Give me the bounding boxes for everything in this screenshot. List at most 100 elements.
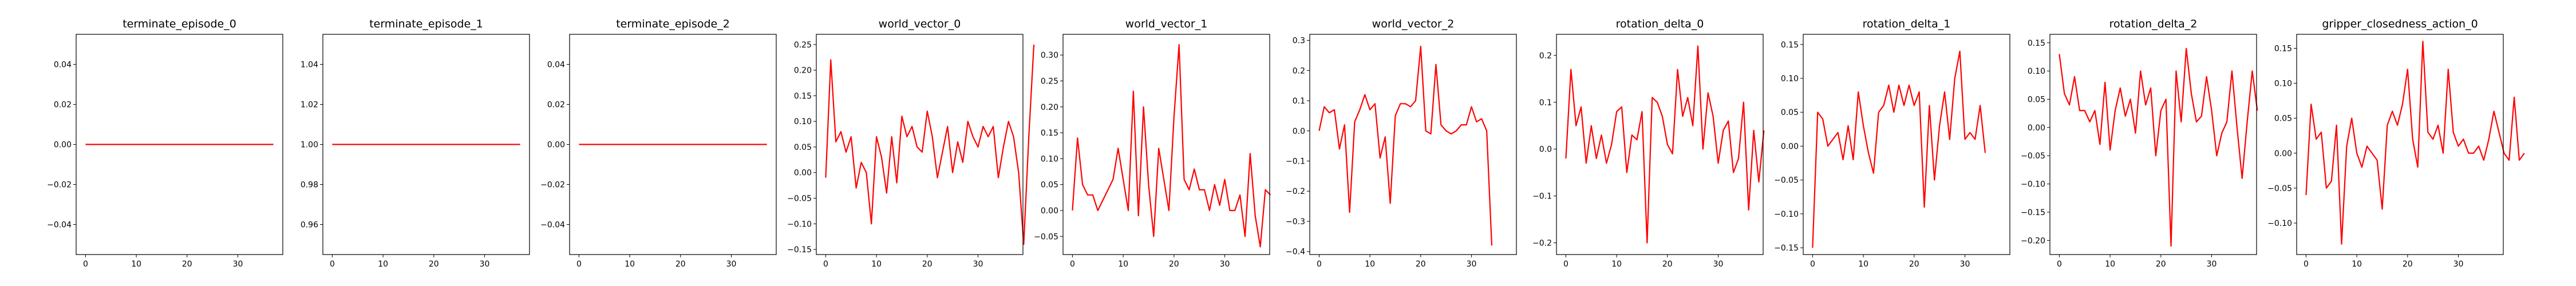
y-tick-label: 0.15 xyxy=(1781,41,1799,50)
y-tick-label: 0.15 xyxy=(1041,129,1058,138)
series-line xyxy=(825,44,1035,245)
y-tick-label: 0.05 xyxy=(1781,108,1799,117)
subplot-2: terminate_episode_2 0 10 20 30 −0.04 −0.02 0.00… xyxy=(540,18,777,269)
subplot-title: terminate_episode_1 xyxy=(369,18,483,30)
y-tick-label: 0.2 xyxy=(1293,66,1305,76)
y-tick-label: 0.00 xyxy=(2028,124,2045,133)
y-tick-label: 0.05 xyxy=(1041,181,1058,190)
series-line xyxy=(2059,47,2258,247)
x-tick-label: 10 xyxy=(1858,260,1868,269)
subplot-1: terminate_episode_1 0 10 20 30 0.96 0.98 1.00 1.… xyxy=(301,18,530,269)
y-tick-label: 0.25 xyxy=(794,41,812,50)
x-tick-label: 20 xyxy=(1662,260,1673,269)
y-tick-label: 0.02 xyxy=(547,101,565,110)
y-tick-label: −0.1 xyxy=(1532,192,1552,201)
x-tick-label: 20 xyxy=(182,260,192,269)
x-tick-label: 10 xyxy=(625,260,635,269)
subplot-4: world_vector_1 0 10 20 30 −0.05 0.00 0.05 0.10 0.… xyxy=(1034,18,1271,269)
subplot-title: terminate_episode_2 xyxy=(616,18,730,30)
x-tick-label: 30 xyxy=(233,260,243,269)
x-tick-label: 20 xyxy=(2156,260,2166,269)
y-tick-label: −0.02 xyxy=(47,181,72,190)
y-tick-label: −0.04 xyxy=(47,221,72,230)
y-tick-label: 0.98 xyxy=(301,181,318,190)
x-tick-label: 30 xyxy=(2453,260,2464,269)
y-tick-label: −0.05 xyxy=(787,194,812,204)
series-line xyxy=(1318,45,1493,246)
y-tick-label: −0.1 xyxy=(1286,157,1305,166)
x-tick-label: 20 xyxy=(922,260,933,269)
axes-frame xyxy=(1803,34,2010,255)
y-tick-label: 0.05 xyxy=(2028,96,2045,105)
axes-frame xyxy=(1309,34,1517,255)
x-tick-label: 30 xyxy=(2207,260,2217,269)
y-tick-label: 0.15 xyxy=(2274,44,2292,53)
y-tick-label: −0.05 xyxy=(2267,184,2292,193)
y-tick-label: 0.05 xyxy=(2274,114,2292,124)
y-tick-label: −0.15 xyxy=(1774,244,1799,253)
x-tick-label: 10 xyxy=(2352,260,2362,269)
subplot-0: terminate_episode_0 0 10 20 30 −0.04 −0.02 0.00… xyxy=(47,18,283,269)
x-tick-label: 20 xyxy=(1169,260,1179,269)
y-tick-label: −0.2 xyxy=(1532,239,1552,248)
x-tick-label: 30 xyxy=(1713,260,1724,269)
series-line xyxy=(1812,50,1986,248)
axes-frame xyxy=(569,34,777,255)
y-tick-label: 0.30 xyxy=(1041,51,1058,60)
x-tick-label: 10 xyxy=(1118,260,1128,269)
series-line xyxy=(2305,41,2525,245)
y-tick-label: 1.04 xyxy=(301,61,318,70)
y-tick-label: 0.04 xyxy=(547,61,565,70)
y-tick-label: 0.00 xyxy=(1781,142,1799,151)
subplot-title: gripper_closedness_action_0 xyxy=(2322,18,2478,30)
series-line xyxy=(1565,45,1765,244)
x-tick-label: 0 xyxy=(1317,260,1322,269)
x-tick-label: 10 xyxy=(131,260,141,269)
x-tick-label: 20 xyxy=(429,260,439,269)
y-tick-label: −0.10 xyxy=(2267,219,2292,228)
y-tick-label: 0.00 xyxy=(547,141,565,150)
y-tick-label: −0.10 xyxy=(787,220,812,229)
y-tick-label: 0.15 xyxy=(794,92,812,101)
y-tick-label: 0.00 xyxy=(54,141,72,150)
y-tick-label: 0.00 xyxy=(2274,149,2292,158)
x-tick-label: 0 xyxy=(1563,260,1568,269)
y-tick-label: 0.02 xyxy=(54,101,72,110)
y-tick-label: 0.05 xyxy=(794,143,812,152)
y-tick-label: −0.3 xyxy=(1286,217,1305,227)
y-tick-label: −0.10 xyxy=(1774,210,1799,219)
x-tick-label: 0 xyxy=(2304,260,2309,269)
y-tick-label: −0.05 xyxy=(1034,232,1058,241)
y-tick-label: −0.10 xyxy=(2021,180,2045,189)
x-tick-label: 20 xyxy=(675,260,686,269)
x-tick-label: 20 xyxy=(1909,260,1919,269)
x-tick-label: 0 xyxy=(330,260,335,269)
y-tick-label: −0.4 xyxy=(1286,248,1305,257)
y-tick-label: 0.0 xyxy=(1539,145,1552,154)
x-tick-label: 0 xyxy=(823,260,828,269)
x-tick-label: 10 xyxy=(2105,260,2115,269)
axes-frame xyxy=(816,34,1024,255)
x-tick-label: 10 xyxy=(871,260,882,269)
y-tick-label: 0.10 xyxy=(794,117,812,126)
x-tick-label: 30 xyxy=(480,260,490,269)
axes-frame xyxy=(2296,34,2504,255)
subplot-3: world_vector_0 0 10 20 30 −0.15 −0.10 −0.05 0.00… xyxy=(787,18,1035,269)
y-tick-label: −0.05 xyxy=(1774,176,1799,185)
y-tick-label: 1.02 xyxy=(301,101,318,110)
y-tick-label: −0.15 xyxy=(787,245,812,255)
axes-frame xyxy=(2049,34,2257,255)
subplot-title: rotation_delta_2 xyxy=(2109,18,2198,30)
x-tick-label: 10 xyxy=(1365,260,1375,269)
y-tick-label: 0.15 xyxy=(2028,39,2045,48)
x-tick-label: 20 xyxy=(2403,260,2413,269)
subplot-7: rotation_delta_1 0 10 20 30 −0.15 −0.10 −0.05 0.… xyxy=(1774,18,2010,269)
subplot-8: rotation_delta_2 0 10 20 30 −0.20 −0.15 −0.10 −0… xyxy=(2021,18,2258,269)
y-tick-label: −0.05 xyxy=(2021,152,2045,161)
x-tick-label: 30 xyxy=(1960,260,1970,269)
x-tick-label: 30 xyxy=(973,260,983,269)
subplot-5: world_vector_2 0 10 20 30 −0.4 −0.3 −0.2 −0.1 0.0… xyxy=(1286,18,1517,269)
y-tick-label: 0.0 xyxy=(1293,127,1305,136)
y-tick-label: 0.20 xyxy=(794,66,812,76)
